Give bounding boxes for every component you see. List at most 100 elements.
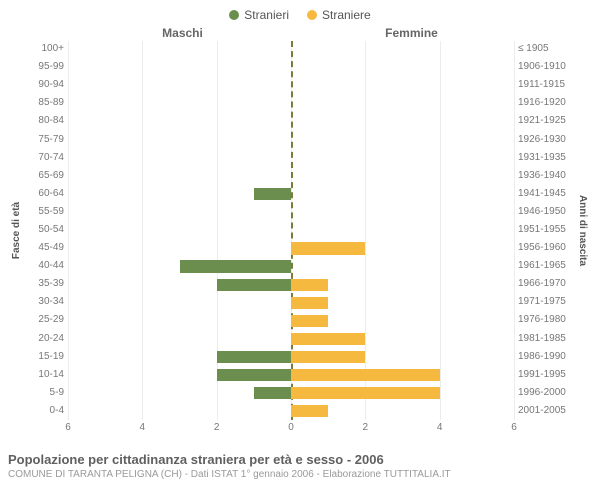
bar-row bbox=[68, 258, 514, 276]
bar-row bbox=[68, 131, 514, 149]
year-label: 1921-1925 bbox=[514, 112, 574, 130]
year-label: 1971-1975 bbox=[514, 293, 574, 311]
year-label: 1951-1955 bbox=[514, 221, 574, 239]
legend-swatch-male bbox=[229, 10, 239, 20]
chart-caption: Popolazione per cittadinanza straniera p… bbox=[8, 452, 592, 480]
year-label: 1986-1990 bbox=[514, 348, 574, 366]
y-axis-left-labels: 100+95-9990-9485-8980-8475-7970-7465-696… bbox=[26, 40, 68, 420]
age-label: 80-84 bbox=[26, 112, 68, 130]
male-bar bbox=[217, 369, 291, 381]
bar-row bbox=[68, 77, 514, 95]
age-label: 30-34 bbox=[26, 293, 68, 311]
age-label: 65-69 bbox=[26, 167, 68, 185]
male-bar bbox=[254, 188, 291, 200]
bar-row bbox=[68, 149, 514, 167]
bar-row bbox=[68, 203, 514, 221]
bar-row bbox=[68, 185, 514, 203]
female-bar bbox=[291, 387, 440, 399]
age-label: 35-39 bbox=[26, 275, 68, 293]
age-label: 60-64 bbox=[26, 185, 68, 203]
legend-label-female: Straniere bbox=[322, 8, 371, 22]
caption-title: Popolazione per cittadinanza straniera p… bbox=[8, 452, 592, 467]
age-label: 95-99 bbox=[26, 58, 68, 76]
female-bar bbox=[291, 369, 440, 381]
year-label: 1916-1920 bbox=[514, 94, 574, 112]
header-female: Femmine bbox=[297, 26, 526, 40]
bar-row bbox=[68, 294, 514, 312]
year-label: 1956-1960 bbox=[514, 239, 574, 257]
column-headers: Maschi Femmine bbox=[8, 26, 592, 40]
bar-row bbox=[68, 41, 514, 59]
bar-row bbox=[68, 167, 514, 185]
x-tick: 6 bbox=[511, 422, 517, 433]
y-axis-title-right: Anni di nascita bbox=[574, 40, 592, 420]
legend-item-female: Straniere bbox=[307, 8, 371, 22]
age-label: 100+ bbox=[26, 40, 68, 58]
age-label: 45-49 bbox=[26, 239, 68, 257]
x-tick: 4 bbox=[140, 422, 146, 433]
bar-row bbox=[68, 59, 514, 77]
age-label: 10-14 bbox=[26, 366, 68, 384]
population-pyramid-chart: Stranieri Straniere Maschi Femmine Fasce… bbox=[0, 0, 600, 500]
year-label: 1976-1980 bbox=[514, 311, 574, 329]
caption-subtitle: COMUNE DI TARANTA PELIGNA (CH) - Dati IS… bbox=[8, 469, 592, 480]
x-tick: 6 bbox=[65, 422, 71, 433]
header-male: Maschi bbox=[68, 26, 297, 40]
year-label: 1961-1965 bbox=[514, 257, 574, 275]
bar-row bbox=[68, 113, 514, 131]
y-axis-title-left: Fasce di età bbox=[8, 40, 26, 420]
age-label: 75-79 bbox=[26, 130, 68, 148]
female-bar bbox=[291, 315, 328, 327]
x-axis-ticks: 6420246 bbox=[68, 422, 514, 438]
year-label: 1906-1910 bbox=[514, 58, 574, 76]
bar-row bbox=[68, 276, 514, 294]
bar-row bbox=[68, 402, 514, 420]
year-label: 1936-1940 bbox=[514, 167, 574, 185]
year-label: 1996-2000 bbox=[514, 384, 574, 402]
female-bar bbox=[291, 242, 365, 254]
year-label: 1966-1970 bbox=[514, 275, 574, 293]
age-label: 40-44 bbox=[26, 257, 68, 275]
x-tick: 0 bbox=[288, 422, 294, 433]
age-label: 90-94 bbox=[26, 76, 68, 94]
bar-row bbox=[68, 221, 514, 239]
bar-row bbox=[68, 312, 514, 330]
bar-row bbox=[68, 348, 514, 366]
x-tick: 2 bbox=[214, 422, 220, 433]
bar-row bbox=[68, 384, 514, 402]
bar-row bbox=[68, 240, 514, 258]
year-label: 1926-1930 bbox=[514, 130, 574, 148]
year-label: 2001-2005 bbox=[514, 402, 574, 420]
age-label: 25-29 bbox=[26, 311, 68, 329]
chart-grid bbox=[68, 40, 514, 420]
male-bar bbox=[217, 351, 291, 363]
year-label: 1911-1915 bbox=[514, 76, 574, 94]
legend-swatch-female bbox=[307, 10, 317, 20]
year-label: ≤ 1905 bbox=[514, 40, 574, 58]
bar-row bbox=[68, 330, 514, 348]
age-label: 50-54 bbox=[26, 221, 68, 239]
age-label: 0-4 bbox=[26, 402, 68, 420]
female-bar bbox=[291, 297, 328, 309]
legend-item-male: Stranieri bbox=[229, 8, 289, 22]
year-label: 1941-1945 bbox=[514, 185, 574, 203]
plot-area: Fasce di età 100+95-9990-9485-8980-8475-… bbox=[8, 40, 592, 420]
legend-label-male: Stranieri bbox=[244, 8, 289, 22]
bar-row bbox=[68, 366, 514, 384]
y-axis-right-labels: ≤ 19051906-19101911-19151916-19201921-19… bbox=[514, 40, 574, 420]
female-bar bbox=[291, 333, 365, 345]
male-bar bbox=[254, 387, 291, 399]
male-bar bbox=[217, 279, 291, 291]
age-label: 55-59 bbox=[26, 203, 68, 221]
female-bar bbox=[291, 405, 328, 417]
year-label: 1981-1985 bbox=[514, 330, 574, 348]
age-label: 5-9 bbox=[26, 384, 68, 402]
year-label: 1991-1995 bbox=[514, 366, 574, 384]
male-bar bbox=[180, 260, 292, 272]
age-label: 85-89 bbox=[26, 94, 68, 112]
year-label: 1946-1950 bbox=[514, 203, 574, 221]
female-bar bbox=[291, 279, 328, 291]
x-tick: 2 bbox=[363, 422, 369, 433]
age-label: 70-74 bbox=[26, 149, 68, 167]
age-label: 15-19 bbox=[26, 348, 68, 366]
